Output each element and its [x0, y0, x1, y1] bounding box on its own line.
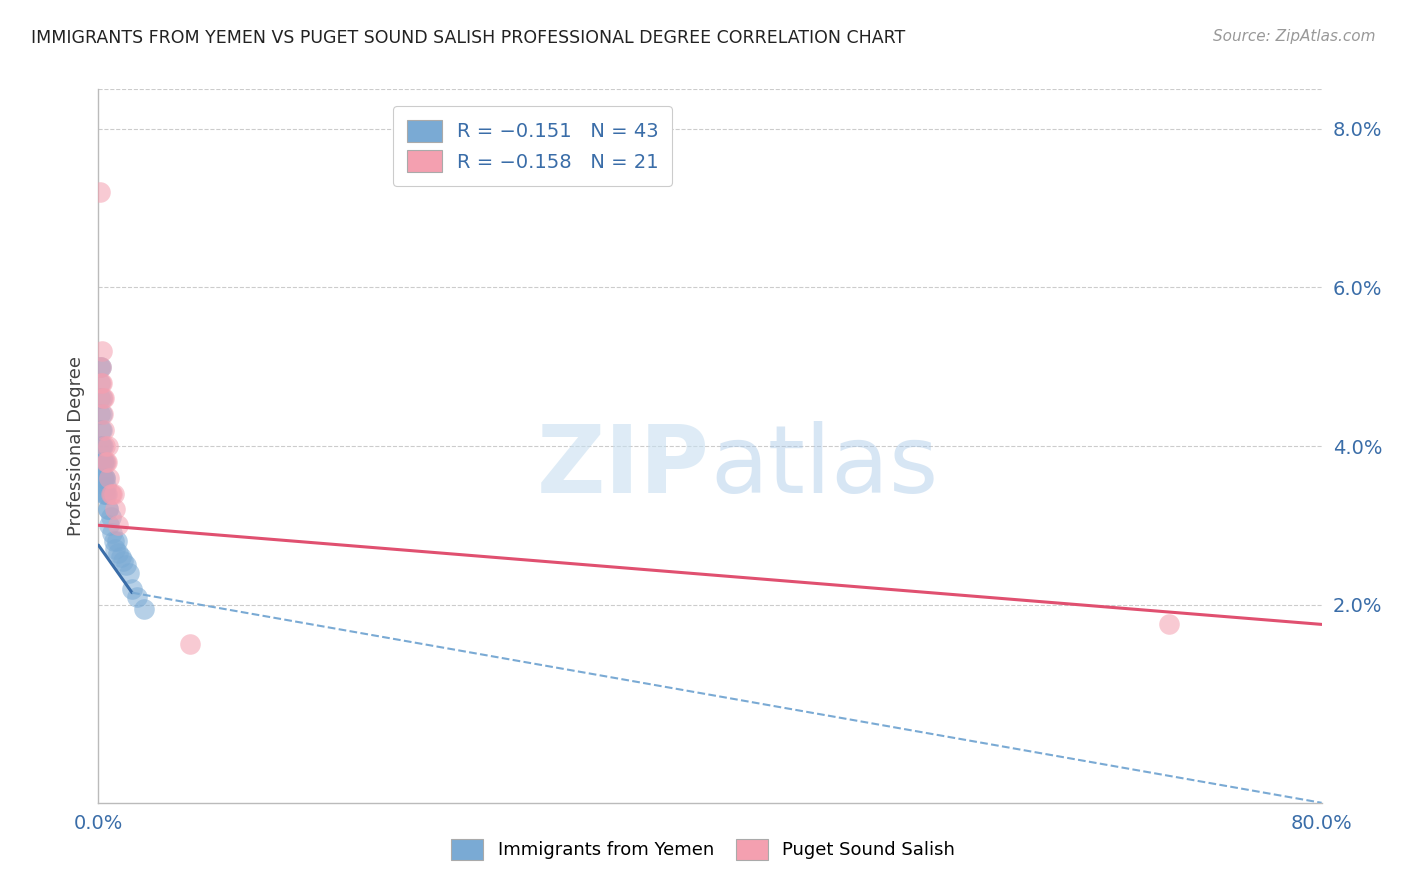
Y-axis label: Professional Degree: Professional Degree — [66, 356, 84, 536]
Point — [89, 376, 111, 390]
Point — [97, 502, 120, 516]
Point — [121, 582, 143, 596]
Point — [93, 455, 115, 469]
Point — [91, 455, 114, 469]
Point — [93, 471, 115, 485]
Point — [98, 471, 121, 485]
Legend: Immigrants from Yemen, Puget Sound Salish: Immigrants from Yemen, Puget Sound Salis… — [443, 831, 963, 867]
Point — [93, 392, 115, 406]
Point — [107, 518, 129, 533]
Point — [115, 558, 138, 572]
Point — [96, 455, 118, 469]
Point — [89, 186, 111, 200]
Point — [101, 486, 124, 500]
Point — [91, 439, 114, 453]
Point — [94, 486, 117, 500]
Point — [97, 502, 120, 516]
Point — [93, 455, 115, 469]
Point — [93, 486, 115, 500]
Point — [91, 471, 114, 485]
Point — [90, 359, 112, 374]
Legend: R = −0.151   N = 43, R = −0.158   N = 21: R = −0.151 N = 43, R = −0.158 N = 21 — [392, 106, 672, 186]
Point — [101, 526, 124, 541]
Point — [91, 407, 114, 421]
Point — [89, 392, 111, 406]
Point — [103, 486, 125, 500]
Point — [89, 359, 111, 374]
Point — [90, 376, 112, 390]
Point — [100, 510, 122, 524]
Point — [104, 502, 127, 516]
Point — [90, 343, 112, 358]
Point — [90, 439, 112, 453]
Point — [96, 486, 118, 500]
Point — [91, 392, 114, 406]
Point — [90, 359, 112, 374]
Point — [98, 518, 121, 533]
Point — [90, 423, 112, 437]
Point — [107, 546, 129, 560]
Point — [179, 637, 201, 651]
Text: IMMIGRANTS FROM YEMEN VS PUGET SOUND SALISH PROFESSIONAL DEGREE CORRELATION CHAR: IMMIGRANTS FROM YEMEN VS PUGET SOUND SAL… — [31, 29, 905, 46]
Point — [89, 407, 111, 421]
Point — [93, 471, 115, 485]
Text: ZIP: ZIP — [537, 421, 710, 514]
Point — [91, 439, 114, 453]
Point — [91, 455, 114, 469]
Point — [104, 542, 127, 557]
Point — [90, 455, 112, 469]
Point — [118, 566, 141, 580]
Point — [91, 407, 114, 421]
Point — [97, 439, 120, 453]
Point — [90, 392, 112, 406]
Point — [94, 471, 117, 485]
Point — [100, 486, 122, 500]
Point — [134, 601, 156, 615]
Point — [111, 554, 134, 568]
Point — [94, 486, 117, 500]
Point — [1157, 617, 1180, 632]
Point — [94, 455, 117, 469]
Point — [125, 590, 148, 604]
Point — [110, 549, 132, 564]
Point — [90, 423, 112, 437]
Point — [91, 471, 114, 485]
Point — [93, 423, 115, 437]
Text: Source: ZipAtlas.com: Source: ZipAtlas.com — [1212, 29, 1375, 44]
Point — [105, 534, 128, 549]
Point — [91, 376, 114, 390]
Point — [94, 439, 117, 453]
Point — [94, 478, 117, 492]
Text: atlas: atlas — [710, 421, 938, 514]
Point — [103, 534, 125, 549]
